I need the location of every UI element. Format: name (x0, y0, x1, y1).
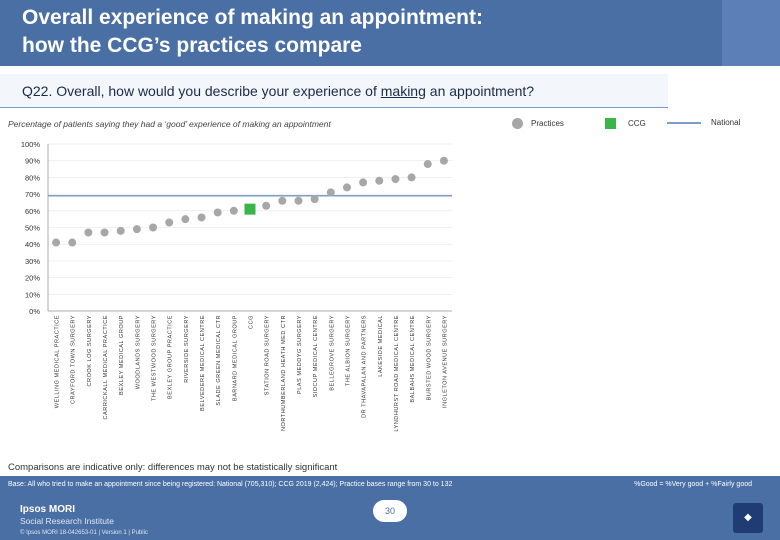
practice-point (262, 201, 271, 210)
page-title-line1: Overall experience of making an appointm… (22, 6, 483, 29)
practice-point (423, 160, 432, 169)
practice-point (342, 183, 351, 192)
category-label: PLAS MEDDYG SURGERY (297, 315, 303, 394)
y-tick-label: 100% (21, 140, 41, 149)
category-label: INGLETON AVENUE SURGERY (442, 315, 448, 408)
category-label: CRAYFORD TOWN SURGERY (71, 315, 77, 404)
category-label: BELVEDERE MEDICAL CENTRE (200, 315, 206, 411)
category-label: SIDCUP MEDICAL CENTRE (313, 315, 319, 397)
practice-point (326, 188, 335, 197)
title-accent (722, 0, 780, 66)
category-label: BELLEGROVE SURGERY (329, 315, 335, 391)
good-definition: %Good = %Very good + %Fairly good (634, 481, 752, 488)
legend-practices: Practices (512, 118, 564, 129)
practice-point (229, 206, 238, 215)
y-tick-label: 50% (25, 224, 40, 233)
category-label: BARNARD MEDICAL GROUP (232, 315, 238, 401)
practice-point (100, 228, 109, 237)
logo-subtitle: Social Research Institute (20, 516, 115, 526)
question-prefix: Q22. Overall, how would you describe you… (22, 83, 381, 99)
category-label: BEXLEY GROUP PRACTICE (168, 315, 174, 399)
y-tick-label: 0% (29, 307, 40, 316)
practice-point (165, 218, 174, 227)
y-tick-label: 10% (25, 290, 40, 299)
practice-point (197, 213, 206, 222)
legend-national-label: National (711, 118, 741, 127)
practice-point (52, 238, 61, 247)
legend-practices-label: Practices (531, 119, 564, 128)
page-number: 30 (373, 500, 407, 522)
y-tick-label: 40% (25, 240, 40, 249)
category-label: THE WESTWOOD SURGERY (152, 315, 158, 401)
category-label: NORTHUMBERLAND HEATH MED CTR (281, 315, 287, 431)
ccg-point (244, 203, 256, 215)
practice-point (213, 208, 222, 217)
category-label: SLADE GREEN MEDICAL CTR (216, 315, 222, 406)
category-label: BURSTED WOOD SURGERY (426, 315, 432, 400)
question-suffix: an appointment? (425, 83, 535, 99)
y-tick-label: 80% (25, 173, 40, 182)
copyright-text: © Ipsos MORI 18-042653-01 | Version 1 | … (20, 530, 148, 536)
practice-point (391, 175, 400, 184)
base-text: Base: All who tried to make an appointme… (8, 481, 453, 488)
legend-ccg-label: CCG (628, 119, 646, 128)
practice-point (132, 225, 141, 234)
practice-point (359, 178, 368, 187)
category-label: RIVERSIDE SURGERY (184, 315, 190, 383)
legend-national: National (667, 118, 740, 127)
category-label: WELLING MEDICAL PRACTICE (55, 315, 61, 408)
practice-point (439, 156, 448, 165)
legend-ccg: CCG (605, 118, 646, 129)
category-label: DR THAVAPALAN AND PARTNERS (362, 315, 368, 418)
practice-point (84, 228, 93, 237)
category-label: CCG (249, 315, 255, 329)
chart-subtitle: Percentage of patients saying they had a… (8, 119, 331, 129)
practice-comparison-chart: 0% 10% 20% 30% 40% 50% 60% 70% 80% 90% 100% WELLING… (21, 140, 452, 432)
practice-point (310, 195, 319, 204)
category-label: BALBAHS MEDICAL CENTRE (410, 315, 416, 403)
category-label: LAKESIDE MEDICAL (378, 315, 384, 377)
category-label: BEXLEY MEDICAL GROUP (119, 315, 125, 395)
y-tick-label: 30% (25, 257, 40, 266)
practice-point (68, 238, 77, 247)
practice-point (149, 223, 158, 232)
question-text: Q22. Overall, how would you describe you… (22, 83, 534, 99)
practice-point (375, 176, 384, 185)
category-label: STATION ROAD SURGERY (265, 315, 271, 395)
logo-name: Ipsos MORI (20, 504, 76, 515)
title-band (0, 0, 780, 66)
practice-point (294, 196, 303, 205)
question-underlined: making (380, 83, 426, 99)
practice-point (181, 215, 190, 224)
y-tick-label: 20% (25, 274, 40, 283)
legend-ccg-marker (605, 118, 616, 129)
category-label: CROOK LOG SURGERY (87, 315, 93, 387)
category-label: LYNDHURST ROAD MEDICAL CENTRE (394, 315, 400, 432)
practice-point (116, 226, 125, 235)
category-label: CARRICKALL MEDICAL PRACTICE (103, 315, 109, 419)
question-band (0, 74, 668, 108)
brand-badge-icon: ◆ (733, 503, 763, 533)
legend-practice-marker (512, 118, 523, 129)
legend-national-marker (667, 121, 701, 124)
y-tick-label: 70% (25, 190, 40, 199)
comparison-note: Comparisons are indicative only: differe… (8, 462, 338, 473)
practice-point (407, 173, 416, 182)
y-tick-label: 90% (25, 157, 40, 166)
page-title-line2: how the CCG’s practices compare (22, 34, 362, 57)
practice-point (278, 196, 287, 205)
category-label: WOODLANDS SURGERY (135, 315, 141, 389)
y-tick-label: 60% (25, 207, 40, 216)
category-label: THE ALBION SURGERY (345, 315, 351, 386)
